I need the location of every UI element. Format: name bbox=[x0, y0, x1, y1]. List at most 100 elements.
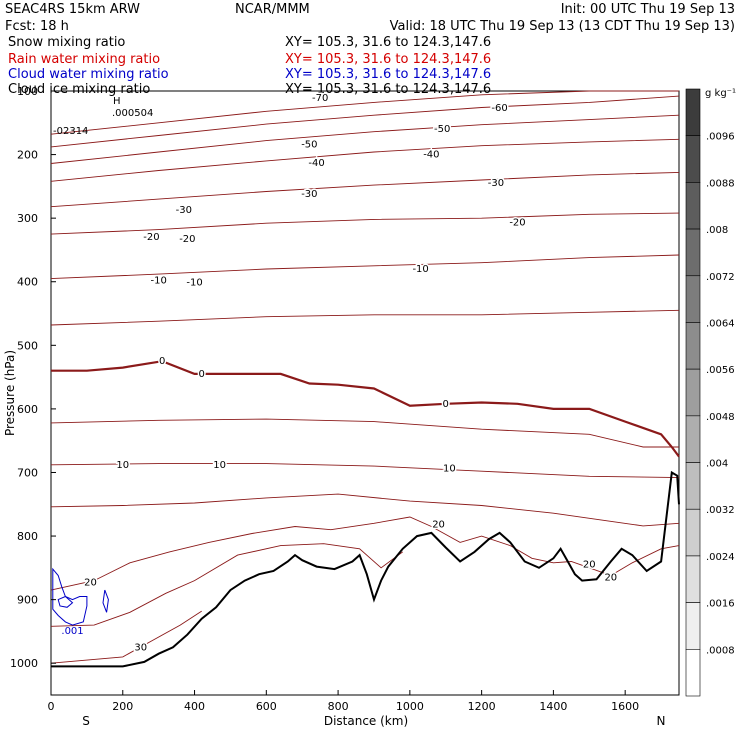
isotherm-minus-60 bbox=[50, 95, 680, 148]
plot-frame bbox=[50, 90, 680, 696]
field-xy-cloud-water: XY= 105.3, 31.6 to 124.3,147.6 bbox=[285, 67, 491, 82]
isotherm-label: -20 bbox=[179, 234, 195, 245]
isotherm-minus-20 bbox=[50, 212, 680, 235]
isotherm-minus-10 bbox=[50, 254, 680, 280]
min-value: -02314 bbox=[53, 126, 88, 137]
colorbar-swatch bbox=[685, 322, 701, 370]
field-name-cloud-ice: Cloud ice mixing ratio bbox=[8, 82, 150, 97]
terrain-outline bbox=[51, 470, 680, 668]
x-tick-label: 400 bbox=[184, 700, 205, 713]
colorbar-label: .0072 bbox=[706, 272, 735, 283]
isotherm-minus-70 bbox=[50, 90, 679, 135]
colorbar-label: .0032 bbox=[706, 505, 735, 516]
isotherm-label: -10 bbox=[186, 277, 202, 288]
colorbar-swatch bbox=[685, 135, 701, 183]
x-axis: 0 200 400 600 800 1000 1200 1400 1600 bbox=[48, 690, 639, 713]
isotherm-label: -70 bbox=[312, 93, 328, 104]
max-value: .000504 bbox=[112, 108, 153, 119]
valid-time: Valid: 18 UTC Thu 19 Sep 13 (13 CDT Thu … bbox=[390, 19, 735, 34]
y-tick-label: 200 bbox=[17, 149, 38, 162]
cloud-water-label: .001 bbox=[61, 626, 83, 637]
isotherm-label: -30 bbox=[176, 205, 192, 216]
isotherm-label: -30 bbox=[488, 178, 504, 189]
colorbar-swatch bbox=[685, 368, 701, 417]
isotherm-minus-30 bbox=[50, 171, 680, 208]
y-tick-label: 300 bbox=[17, 212, 38, 225]
field-xy-cloud-ice: XY= 105.3, 31.6 to 124.3,147.6 bbox=[285, 82, 491, 97]
y-tick-label: 700 bbox=[17, 466, 38, 479]
isotherm-label: 30 bbox=[134, 642, 147, 653]
colorbar-swatch bbox=[685, 508, 701, 557]
isotherm-30 bbox=[50, 610, 202, 664]
isotherm-label: 20 bbox=[84, 577, 97, 588]
max-marker: H bbox=[113, 96, 121, 107]
field-xy-rain: XY= 105.3, 31.6 to 124.3,147.6 bbox=[285, 52, 491, 67]
isotherm-label: -30 bbox=[301, 189, 317, 200]
isotherm-label: 10 bbox=[443, 464, 456, 475]
x-axis-title: Distance (km) bbox=[324, 714, 408, 728]
isotherm-label: -50 bbox=[301, 139, 317, 150]
colorbar-label: .0064 bbox=[706, 318, 735, 329]
isotherm-label: -10 bbox=[412, 264, 428, 275]
isotherm-label: 10 bbox=[116, 460, 129, 471]
isotherm-20 bbox=[50, 516, 680, 591]
y-tick-label: 400 bbox=[17, 276, 38, 289]
model-title: SEAC4RS 15km ARW bbox=[5, 2, 140, 17]
isotherm-label: -60 bbox=[491, 103, 507, 114]
colorbar-label: .0048 bbox=[706, 412, 735, 423]
colorbar-label: .0088 bbox=[706, 178, 735, 189]
colorbar-swatch bbox=[685, 415, 701, 463]
x-tick-label: 1400 bbox=[539, 700, 567, 713]
x-tick-label: 0 bbox=[48, 700, 55, 713]
isotherm-minus-5 bbox=[50, 309, 680, 326]
colorbar-label: .0056 bbox=[706, 365, 735, 376]
x-tick-label: 800 bbox=[328, 700, 349, 713]
isotherm-label: 0 bbox=[199, 369, 205, 380]
colorbar-label: .0096 bbox=[706, 132, 735, 143]
colorbar-label: .0024 bbox=[706, 552, 735, 563]
isotherm-label: 20 bbox=[432, 520, 445, 531]
contour-layer bbox=[50, 90, 680, 668]
field-name-cloud-water: Cloud water mixing ratio bbox=[8, 67, 169, 82]
field-legend: Snow mixing ratio XY= 105.3, 31.6 to 124… bbox=[8, 35, 491, 97]
y-tick-label: 500 bbox=[17, 339, 38, 352]
cloud-water-contour bbox=[102, 589, 109, 613]
south-end-label: S bbox=[82, 714, 90, 728]
isotherm-minus-50 bbox=[50, 114, 680, 164]
colorbar-swatch bbox=[685, 462, 701, 510]
colorbar-label: .0016 bbox=[706, 599, 735, 610]
cloud-water-contour bbox=[52, 567, 88, 626]
colorbar-swatch bbox=[685, 228, 701, 277]
isotherm-15 bbox=[50, 493, 680, 527]
y-tick-label: 100 bbox=[17, 85, 38, 98]
y-axis-title: Pressure (hPa) bbox=[3, 350, 17, 436]
colorbar-swatch bbox=[685, 88, 701, 136]
forecast-hour: Fcst: 18 h bbox=[5, 19, 69, 34]
x-tick-label: 200 bbox=[112, 700, 133, 713]
colorbar-swatch bbox=[685, 275, 701, 323]
isotherm-10 bbox=[50, 463, 680, 479]
colorbar-unit: g kg⁻¹ bbox=[705, 88, 736, 99]
y-tick-label: 1000 bbox=[10, 657, 38, 670]
field-name-rain: Rain water mixing ratio bbox=[8, 52, 160, 67]
north-end-label: N bbox=[657, 714, 666, 728]
y-tick-label: 900 bbox=[17, 594, 38, 607]
isotherm-label: 10 bbox=[213, 460, 226, 471]
isotherm-label: -40 bbox=[423, 150, 439, 161]
isotherm-5 bbox=[50, 418, 679, 448]
y-tick-label: 600 bbox=[17, 403, 38, 416]
isotherm-label: 20 bbox=[604, 572, 617, 583]
colorbar-swatch bbox=[685, 602, 701, 650]
isotherm-label: -10 bbox=[150, 275, 166, 286]
x-tick-label: 1200 bbox=[468, 700, 496, 713]
isotherm-25 bbox=[50, 543, 403, 627]
x-tick-label: 1600 bbox=[611, 700, 639, 713]
isotherm-0 bbox=[51, 360, 680, 458]
colorbar-swatch bbox=[685, 649, 701, 697]
cloud-water-contour bbox=[57, 595, 74, 608]
isotherm-label: 0 bbox=[159, 356, 165, 367]
isotherm-label: -20 bbox=[143, 232, 159, 243]
y-axis: 100 200 300 400 500 600 700 800 900 1000 bbox=[10, 85, 56, 670]
colorbar-label: .004 bbox=[706, 459, 728, 470]
